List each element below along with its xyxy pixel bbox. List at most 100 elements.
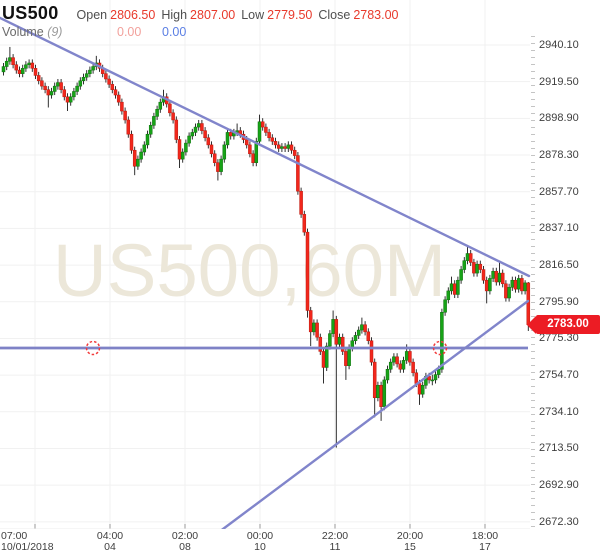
candle-up xyxy=(152,116,156,126)
candle-up xyxy=(219,158,223,172)
candle-up xyxy=(180,151,185,160)
time-label: 22:00 xyxy=(321,530,349,542)
price-axis-label: 2672.30 xyxy=(539,515,579,528)
time-label: 04:00 xyxy=(96,530,124,542)
candle-down xyxy=(500,272,505,285)
date-label: 04 xyxy=(104,541,116,553)
candle-up xyxy=(446,290,451,301)
candle-up xyxy=(68,96,73,103)
close-value: 2783.00 xyxy=(353,8,399,22)
candle-up xyxy=(404,351,409,361)
candle-up xyxy=(443,299,447,313)
candle-down xyxy=(113,89,118,96)
candle-down xyxy=(11,57,15,66)
candle-up xyxy=(1,66,6,73)
candle-down xyxy=(417,383,422,395)
candle-up xyxy=(420,385,425,395)
date-label: 10 xyxy=(254,541,266,553)
time-label: 07:00 xyxy=(1,530,28,542)
candle-down xyxy=(228,132,233,137)
candle-down xyxy=(468,253,473,263)
candle-down xyxy=(478,263,483,270)
candle-up xyxy=(81,76,86,82)
candle-down xyxy=(110,84,115,90)
price-axis-label: 2816.50 xyxy=(539,259,579,272)
candle-up xyxy=(385,368,390,381)
candle-up xyxy=(401,360,406,370)
candle-down xyxy=(36,75,41,82)
candle-down xyxy=(40,80,44,87)
time-axis-tick: 02:00 08 xyxy=(148,531,222,553)
time-label: 02:00 xyxy=(171,530,199,542)
candle-up xyxy=(142,144,147,153)
candle-up xyxy=(27,62,31,66)
time-axis-tick: 18:00 17 xyxy=(448,531,522,553)
candle-up xyxy=(72,91,76,98)
price-axis[interactable]: 2940.10 2919.50 2898.90 2878.30 2857.70 2837.… xyxy=(531,0,600,558)
candle-up xyxy=(286,144,291,149)
indicator-period: (9) xyxy=(47,25,63,39)
candle-up xyxy=(516,278,521,290)
candle-up xyxy=(158,101,163,110)
candle-up xyxy=(88,69,92,74)
volume-indicator-label[interactable]: Volume (9) xyxy=(2,25,62,39)
candle-up xyxy=(4,60,9,67)
time-axis-tick: 04:00 04 xyxy=(73,531,147,553)
candle-down xyxy=(321,351,326,368)
candle-down xyxy=(379,385,383,407)
candle-down xyxy=(104,73,108,80)
line-anchor-handle[interactable] xyxy=(85,340,101,356)
price-axis-label: 2837.10 xyxy=(539,222,579,235)
candle-down xyxy=(299,190,303,215)
symbol-title: US500 xyxy=(2,3,59,23)
price-axis-label: 2795.90 xyxy=(539,295,579,308)
line-anchor-handle[interactable] xyxy=(432,340,448,356)
candle-up xyxy=(196,123,201,128)
date-label: 08 xyxy=(179,541,191,553)
candle-up xyxy=(225,132,230,146)
candle-down xyxy=(59,82,63,90)
candle-up xyxy=(510,279,515,288)
candle-down xyxy=(65,96,70,103)
date-label: 15 xyxy=(404,541,416,553)
candle-up xyxy=(75,85,79,92)
candle-down xyxy=(302,214,307,233)
candle-up xyxy=(8,57,12,62)
candle-up xyxy=(392,356,396,363)
last-price-badge: 2783.00 xyxy=(527,315,600,335)
close-label: Close xyxy=(318,8,351,22)
candle-up xyxy=(360,324,364,331)
candle-down xyxy=(120,101,124,112)
candle-up xyxy=(56,82,60,87)
candle-down xyxy=(372,361,377,398)
trendline-descending-resistance[interactable] xyxy=(0,16,531,278)
time-label: 18:00 xyxy=(471,530,499,542)
time-axis[interactable]: 07:00 10/01/2018 04:00 04 02:00 08 00:00 10 22:0… xyxy=(0,529,531,558)
candle-down xyxy=(174,119,179,140)
candle-up xyxy=(488,278,492,292)
candle-down xyxy=(289,144,294,151)
candle-down xyxy=(369,340,374,363)
price-axis-label: 2919.50 xyxy=(539,75,579,88)
low-value: 2779.50 xyxy=(267,8,313,22)
candle-down xyxy=(116,94,121,103)
candle-down xyxy=(46,89,51,96)
candle-up xyxy=(280,146,284,149)
candle-down xyxy=(408,351,412,363)
candle-down xyxy=(344,351,348,366)
candle-down xyxy=(283,146,287,149)
candle-down xyxy=(494,271,499,283)
candle-down xyxy=(30,62,35,69)
price-axis-label: 2898.90 xyxy=(539,112,579,125)
candle-down xyxy=(107,78,111,85)
time-label: 00:00 xyxy=(246,530,274,542)
candle-down xyxy=(14,64,19,71)
candle-down xyxy=(366,331,371,342)
candle-up xyxy=(184,142,188,153)
candle-up xyxy=(459,269,463,281)
candle-down xyxy=(260,121,265,128)
trendline-ascending-support[interactable] xyxy=(217,299,530,534)
high-label: High xyxy=(161,8,188,22)
candle-up xyxy=(491,271,495,279)
